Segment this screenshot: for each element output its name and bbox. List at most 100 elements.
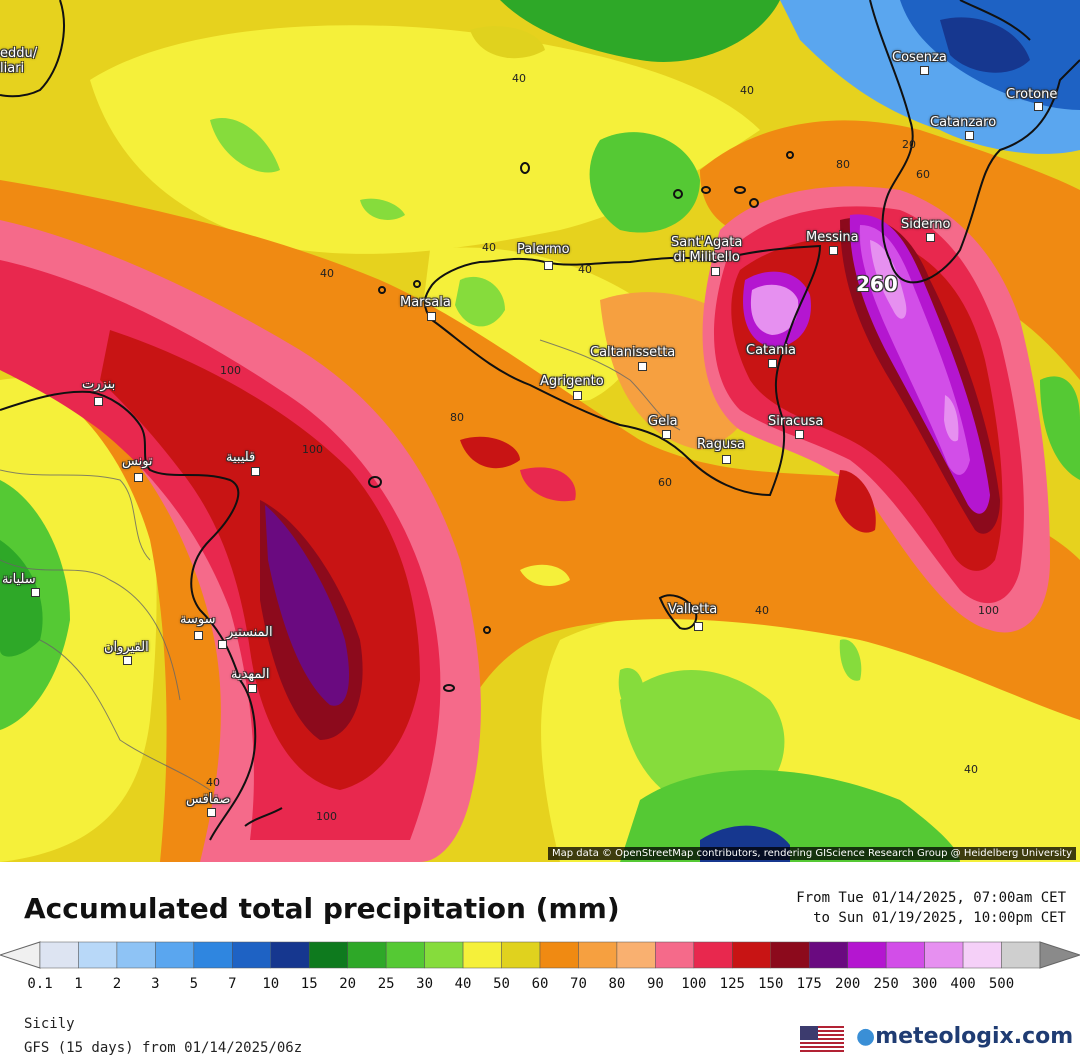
scale-tick-label: 30 (416, 976, 434, 992)
scale-tick-label: 80 (608, 976, 626, 992)
scale-tick-label: 3 (151, 976, 160, 992)
city-marker (31, 588, 40, 597)
contour-label: 60 (658, 476, 672, 489)
scale-swatch (424, 941, 464, 969)
contour-label: 60 (916, 168, 930, 181)
city-label-mahdia: المهدية (231, 667, 270, 682)
scale-swatch (193, 941, 233, 969)
city-label-sousse: سوسة (180, 612, 216, 627)
scale-swatch (539, 941, 579, 969)
city-label-kelibia: قليبية (226, 450, 256, 465)
scale-tick-label: 5 (189, 976, 199, 992)
city-marker (768, 359, 777, 368)
period-from: From Tue 01/14/2025, 07:00am CET (796, 890, 1066, 906)
scale-swatch (462, 941, 502, 969)
city-label-valletta: Valletta (668, 602, 718, 617)
peak-value-label: 260 (856, 272, 898, 296)
scale-tick-label: 175 (796, 976, 822, 992)
color-scale-bar (0, 941, 1080, 969)
city-marker (427, 312, 436, 321)
contour-label: 80 (836, 158, 850, 171)
contour-label: 40 (512, 72, 526, 85)
scale-tick-label: 7 (228, 976, 237, 992)
city-marker (251, 467, 260, 476)
legend-title: Accumulated total precipitation (mm) (24, 892, 620, 925)
city-marker (194, 631, 203, 640)
city-label-cagliari: eddu/ liari (0, 46, 38, 76)
city-marker (829, 246, 838, 255)
scale-tick-label: 60 (531, 976, 549, 992)
scale-tick-label: 40 (454, 976, 472, 992)
period-to: to Sun 01/19/2025, 10:00pm CET (813, 910, 1066, 926)
scale-tick-label: 70 (570, 976, 587, 992)
scale-swatch (155, 941, 195, 969)
scale-swatch (885, 941, 925, 969)
precipitation-map[interactable]: 260 40 40 40 40 40 100 100 80 60 60 80 1… (0, 0, 1080, 862)
scale-swatch (616, 941, 656, 969)
legend-footer: Accumulated total precipitation (mm) Fro… (0, 862, 1080, 1062)
city-marker (1034, 102, 1043, 111)
contour-label: 40 (964, 763, 978, 776)
city-label-gela: Gela (648, 414, 678, 429)
city-label-catanzaro: Catanzaro (930, 115, 997, 130)
city-marker (638, 362, 647, 371)
region-name: Sicily (24, 1016, 75, 1032)
city-marker (207, 808, 216, 817)
scale-tick-label: 100 (681, 976, 707, 992)
period-text: From Tue 01/14/2025, 07:00am CET to Sun … (796, 888, 1066, 928)
scale-swatch (270, 941, 310, 969)
scale-swatch (385, 941, 425, 969)
meteologix-logo[interactable]: ●meteologix.com (856, 1024, 1073, 1049)
city-marker (965, 131, 974, 140)
scale-swatch (78, 941, 118, 969)
city-label-kairouan: القيروان (104, 640, 149, 655)
scale-tick-label: 400 (950, 976, 976, 992)
scale-tick-label: 0.1 (27, 976, 53, 992)
model-run: GFS (15 days) from 01/14/2025/06z (24, 1040, 303, 1056)
city-marker (694, 622, 703, 631)
city-marker (795, 430, 804, 439)
scale-tick-label: 20 (339, 976, 357, 992)
contour-label: 100 (302, 443, 323, 456)
contour-label: 40 (206, 776, 220, 789)
scale-tick-label: 25 (377, 976, 395, 992)
city-label-agrigento: Agrigento (540, 374, 604, 389)
city-marker (123, 656, 132, 665)
contour-label: 40 (482, 241, 496, 254)
scale-tick-label: 300 (911, 976, 938, 992)
scale-tick-label: 125 (719, 976, 745, 992)
city-marker (544, 261, 553, 270)
city-label-ragusa: Ragusa (697, 437, 745, 452)
city-label-messina: Messina (806, 230, 859, 245)
scale-tick-label: 2 (112, 976, 122, 992)
scale-swatch (308, 941, 348, 969)
contour-label: 100 (316, 810, 337, 823)
city-label-siderno: Siderno (901, 217, 951, 232)
us-flag-icon[interactable] (800, 1026, 844, 1052)
logo-text: meteologix.com (875, 1024, 1074, 1049)
scale-swatch (808, 941, 848, 969)
contour-label: 40 (578, 263, 592, 276)
contour-label: 100 (220, 364, 241, 377)
scale-tick-label: 250 (873, 976, 899, 992)
city-marker (134, 473, 143, 482)
contour-label: 40 (740, 84, 754, 97)
contour-label: 100 (978, 604, 999, 617)
scale-tick-label: 200 (835, 976, 861, 992)
city-label-catania: Catania (746, 343, 796, 358)
color-scale-ticks: 0.1 1 2 3 5 7 10 15 20 25 30 40 50 60 70 80 90 100 125 150 1… (0, 976, 1080, 996)
precipitation-field (0, 0, 1080, 862)
city-label-monastir: المنستير (227, 625, 273, 640)
scale-swatch (770, 941, 810, 969)
city-marker (94, 397, 103, 406)
city-label-palermo: Palermo (517, 242, 570, 257)
map-attribution: Map data © OpenStreetMap contributors, r… (548, 847, 1076, 860)
scale-tick-label: 10 (262, 976, 280, 992)
contour-label: 40 (320, 267, 334, 280)
city-marker (722, 455, 731, 464)
contour-label: 20 (902, 138, 916, 151)
scale-swatch (924, 941, 964, 969)
scale-right-arrow (1039, 941, 1080, 969)
scale-tick-label: 50 (493, 976, 510, 992)
city-marker (218, 640, 227, 649)
